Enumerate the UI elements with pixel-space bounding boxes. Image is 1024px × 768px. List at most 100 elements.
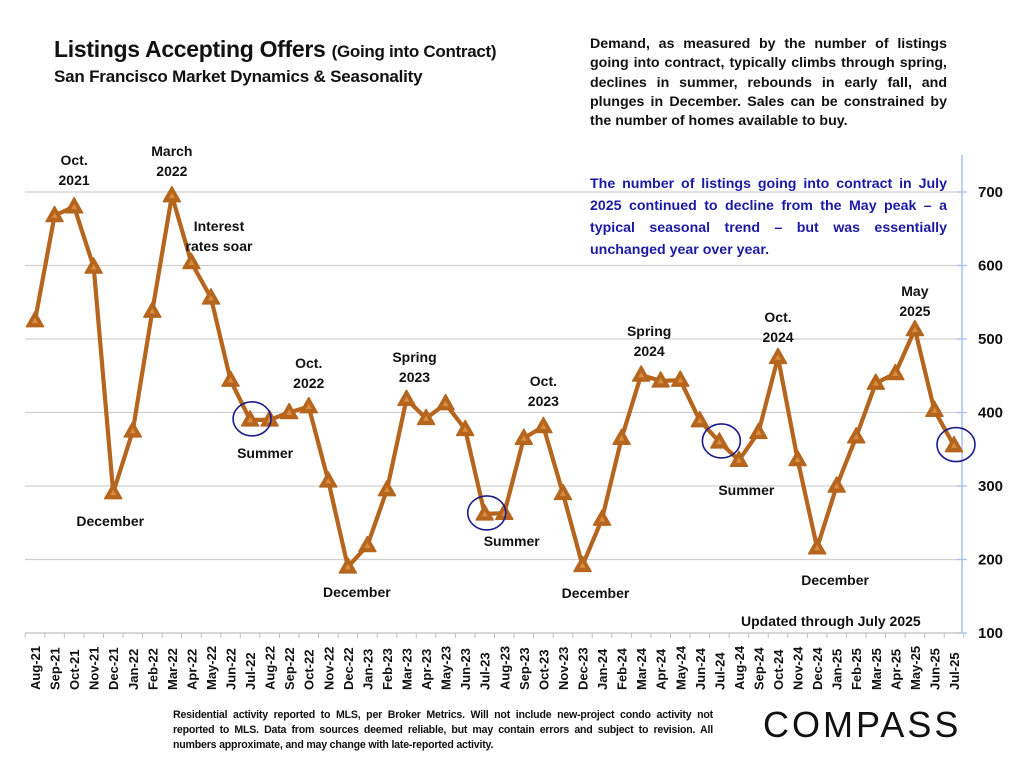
annotation-label: Summer [718,482,775,498]
annotation-label: December [562,585,630,601]
y-tick-label: 700 [978,184,1003,201]
annotation-label: Spring 2023 [392,349,436,385]
x-tick-label: Aug-22 [263,646,278,690]
x-tick-label: Sep-23 [517,647,532,690]
x-tick-label: Apr-23 [419,649,434,690]
x-tick-label: Dec-24 [810,647,825,690]
annotation-label: Oct. 2024 [762,309,793,345]
data-point [436,393,455,411]
annotation-line: December [562,585,630,601]
marker-inner [168,192,175,199]
marker-inner [853,433,860,440]
annotation-line: 2023 [528,393,559,409]
highlight-circle [701,423,742,459]
updated-note: Updated through July 2025 [741,613,921,629]
data-point [201,288,221,305]
marker-inner [735,457,742,463]
x-tick-label: Mar-22 [165,648,180,690]
gridlines [25,191,962,561]
marker-inner [364,542,371,549]
x-tick-label: Jul-24 [712,652,727,690]
annotations: Oct. 2021 March 2022 Interest rates soar Decem… [59,143,931,601]
data-point [612,428,631,445]
marker-inner [599,516,606,522]
data-point [84,257,103,274]
y-tick-label: 500 [978,331,1003,348]
chart-subtitle: San Francisco Market Dynamics & Seasonal… [54,67,423,86]
data-point [25,310,45,328]
x-tick-label: Nov-21 [87,647,102,690]
marker-inner [794,456,801,463]
annotation-label: Interest rates soar [186,218,253,254]
data-point [631,365,651,382]
data-point [162,185,182,203]
data-point [64,196,84,214]
data-point [553,483,573,501]
highlight-circle [936,426,976,463]
annotation-label: Oct. 2022 [293,355,324,391]
annotation-line: 2022 [156,163,187,179]
data-point [319,471,338,488]
x-tick-label: Jul-22 [243,652,258,690]
data-point [123,421,143,438]
x-tick-label: May-24 [673,645,688,690]
marker-inner [872,380,879,386]
x-tick-label: Nov-22 [321,647,336,690]
annotation-line: Spring [627,323,671,339]
marker-inner [638,372,645,378]
x-tick-label: Oct-22 [302,650,317,690]
marker-inner [462,426,469,432]
annotation-label: Oct. 2023 [528,373,559,409]
data-point [866,373,886,390]
y-tick-label: 100 [978,625,1003,642]
marker-inner [755,429,762,435]
x-tick-label: Sep-22 [282,647,297,690]
marker-inner [325,477,332,484]
annotation-label: December [323,584,391,600]
marker-inner [559,490,566,496]
footer-disclaimer: Residential activity reported to MLS, pe… [173,709,713,751]
annotation-line: 2022 [293,375,324,391]
marker-inner [520,435,527,441]
data-point [925,400,944,418]
compass-logo: COMPASS [763,704,961,746]
annotation-line: Oct. [764,309,791,325]
x-tick-label: May-25 [908,646,923,690]
highlight-circle [232,401,272,437]
x-tick-label: Jun-23 [458,648,473,690]
annotation-line: Interest [194,218,245,234]
marker-inner [344,563,351,570]
annotation-line: March [151,143,192,159]
x-tick-label: Feb-23 [380,648,395,690]
annotation-line: Spring [392,349,436,365]
annotation-line: rates soar [186,238,253,254]
x-tick-label: Oct-21 [67,650,82,690]
marker-inner [188,259,195,266]
marker-inner [677,377,684,383]
annotation-label: Spring 2024 [627,323,671,359]
x-tick-label: May-23 [439,646,454,690]
y-tick-label: 600 [978,258,1003,275]
marker-inner [227,377,234,383]
data-point [45,205,64,223]
x-tick-label: Jul-25 [947,652,962,690]
x-tick-label: Mar-24 [634,647,649,690]
data-point [534,416,553,434]
x-tick-label: Mar-25 [869,648,884,690]
data-point [358,535,377,553]
data-point [807,537,827,555]
x-tick-label: Jan-23 [360,649,375,690]
marker-inner [579,562,586,568]
marker-inner [716,438,723,445]
marker-inner [775,354,782,360]
data-point [182,252,201,270]
data-point [299,396,318,414]
marker-inner [383,486,390,493]
data-point [788,449,807,467]
annotation-line: Summer [237,445,294,461]
annotation-line: 2023 [399,369,430,385]
marker-inner [129,427,136,434]
data-point [338,557,358,574]
data-point [514,428,534,445]
